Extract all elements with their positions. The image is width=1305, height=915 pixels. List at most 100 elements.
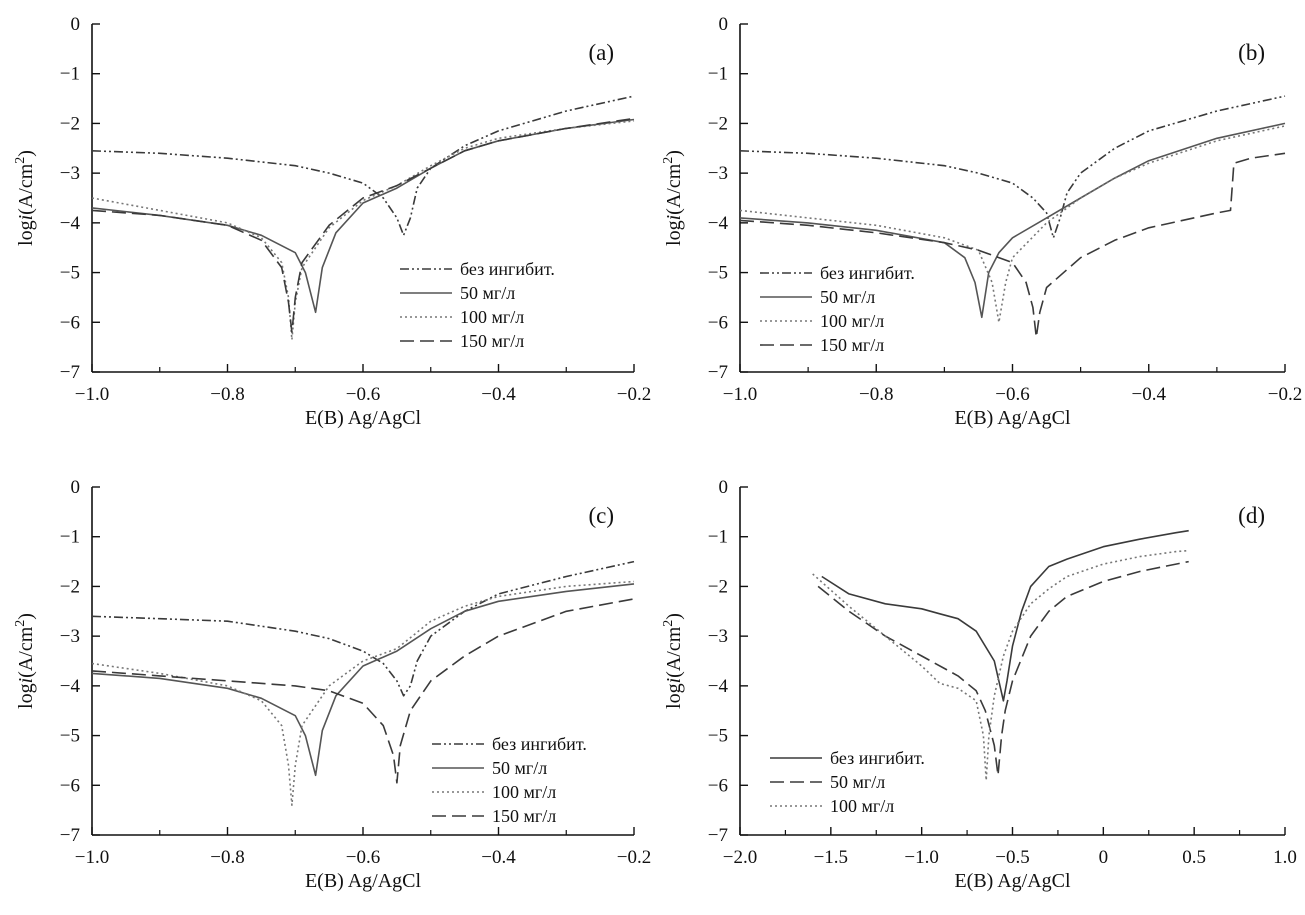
y-axis-title: logi(A/cm2) bbox=[661, 150, 685, 246]
series-line-3 bbox=[739, 152, 1286, 338]
legend-label-1: 50 мг/л bbox=[460, 283, 515, 303]
panel-b: 0 −1 −2 −3 −4 −5 −6 −7−1.0 −0.8 −0.6 −0.4 −0.2 E(B) … bbox=[661, 14, 1302, 429]
legend-label-1: 50 мг/л bbox=[492, 758, 547, 778]
series-line-1 bbox=[91, 118, 635, 314]
y-tick-label: 0 bbox=[71, 477, 81, 498]
x-tick-label: −0.6 bbox=[346, 847, 380, 868]
panel-a: 0 −1 −2 −3 −4 −5 −6 −7−1.0 −0.8 −0.6 −0.4 −0.2 E(B) … bbox=[13, 14, 651, 429]
y-tick-label: −2 bbox=[60, 576, 80, 597]
y-tick-label: −5 bbox=[60, 263, 80, 284]
y-tick-label: −1 bbox=[60, 527, 80, 548]
panel-label: (b) bbox=[1238, 40, 1265, 65]
x-tick-label: −1.0 bbox=[75, 384, 109, 405]
legend-label-0: без ингибит. bbox=[492, 734, 587, 754]
x-tick-label: −0.8 bbox=[859, 384, 893, 405]
series-line-2 bbox=[812, 549, 1189, 782]
x-tick-label: −0.8 bbox=[210, 384, 244, 405]
y-tick-label: −4 bbox=[60, 213, 81, 234]
y-axis-title: logi(A/cm2) bbox=[13, 150, 37, 246]
y-tick-label: −6 bbox=[708, 312, 728, 333]
x-tick-label: 1.0 bbox=[1273, 847, 1297, 868]
panel-label: (c) bbox=[588, 503, 614, 528]
y-tick-label: −5 bbox=[60, 726, 80, 747]
series-line-1 bbox=[817, 560, 1189, 777]
series-line-3 bbox=[91, 598, 635, 784]
x-tick-label: −0.4 bbox=[481, 847, 516, 868]
legend-label-3: 150 мг/л bbox=[492, 806, 556, 826]
x-tick-label: −0.2 bbox=[617, 384, 651, 405]
y-tick-label: −7 bbox=[708, 362, 728, 383]
y-tick-label: −2 bbox=[708, 576, 728, 597]
legend-label-3: 150 мг/л bbox=[460, 331, 524, 351]
y-tick-label: 0 bbox=[71, 14, 81, 35]
series-line-0 bbox=[91, 95, 635, 237]
x-tick-label: −0.2 bbox=[1268, 384, 1302, 405]
y-tick-label: −3 bbox=[60, 163, 80, 184]
legend-label-0: без ингибит. bbox=[830, 748, 925, 768]
y-tick-label: −4 bbox=[60, 676, 81, 697]
x-tick-label: −0.5 bbox=[995, 847, 1029, 868]
series-line-0 bbox=[91, 560, 635, 697]
x-axis-title: E(B) Ag/AgCl bbox=[305, 407, 422, 429]
series-line-0 bbox=[739, 95, 1286, 239]
legend-label-2: 100 мг/л bbox=[820, 311, 884, 331]
y-tick-label: −7 bbox=[60, 362, 80, 383]
series-line-3 bbox=[91, 117, 635, 333]
y-tick-label: −1 bbox=[708, 527, 728, 548]
series-line-0 bbox=[821, 529, 1189, 702]
series-line-2 bbox=[91, 580, 635, 806]
y-tick-label: −5 bbox=[708, 726, 728, 747]
series-line-2 bbox=[91, 120, 635, 341]
panel-label: (a) bbox=[588, 40, 614, 65]
x-axis-title: E(B) Ag/AgCl bbox=[954, 407, 1071, 429]
x-tick-label: −0.6 bbox=[346, 384, 380, 405]
x-tick-label: 0.5 bbox=[1182, 847, 1206, 868]
legend-label-2: 100 мг/л bbox=[460, 307, 524, 327]
y-tick-label: 0 bbox=[719, 477, 729, 498]
y-tick-label: −3 bbox=[708, 626, 728, 647]
x-tick-label: −0.2 bbox=[617, 847, 651, 868]
legend-label-1: 50 мг/л bbox=[830, 772, 885, 792]
legend-label-1: 50 мг/л bbox=[820, 287, 875, 307]
series-line-1 bbox=[739, 122, 1286, 319]
x-axis-title: E(B) Ag/AgCl bbox=[305, 870, 422, 892]
series-line-2 bbox=[739, 125, 1286, 324]
y-tick-label: 0 bbox=[719, 14, 729, 35]
y-tick-label: −2 bbox=[60, 113, 80, 134]
legend-label-0: без ингибит. bbox=[820, 263, 915, 283]
panel-c: 0 −1 −2 −3 −4 −5 −6 −7−1.0 −0.8 −0.6 −0.4 −0.2 E(B) … bbox=[13, 477, 651, 892]
x-tick-label: −1.0 bbox=[75, 847, 109, 868]
x-tick-label: −0.4 bbox=[481, 384, 516, 405]
y-tick-label: −3 bbox=[708, 163, 728, 184]
panel-d: 0 −1 −2 −3 −4 −5 −6 −7−2.0 −1.5 −1.0 −0.5 0 0.5 1.0 E(… bbox=[661, 477, 1297, 892]
x-tick-label: −1.0 bbox=[723, 384, 757, 405]
panel-label: (d) bbox=[1238, 503, 1265, 528]
y-tick-label: −4 bbox=[708, 213, 729, 234]
legend-label-2: 100 мг/л bbox=[830, 796, 894, 816]
x-tick-label: −2.0 bbox=[723, 847, 757, 868]
x-tick-label: −0.6 bbox=[995, 384, 1029, 405]
x-tick-label: 0 bbox=[1099, 847, 1109, 868]
legend-label-3: 150 мг/л bbox=[820, 335, 884, 355]
x-tick-label: −0.4 bbox=[1132, 384, 1167, 405]
y-tick-label: −1 bbox=[708, 64, 728, 85]
y-tick-label: −6 bbox=[60, 775, 80, 796]
y-tick-label: −6 bbox=[708, 775, 728, 796]
y-axis-title: logi(A/cm2) bbox=[661, 613, 685, 709]
y-tick-label: −5 bbox=[708, 263, 728, 284]
y-tick-label: −3 bbox=[60, 626, 80, 647]
y-tick-label: −7 bbox=[708, 825, 728, 846]
y-tick-label: −6 bbox=[60, 312, 80, 333]
y-axis-title: logi(A/cm2) bbox=[13, 613, 37, 709]
legend-label-0: без ингибит. bbox=[460, 259, 555, 279]
y-tick-label: −1 bbox=[60, 64, 80, 85]
y-tick-label: −7 bbox=[60, 825, 80, 846]
legend-label-2: 100 мг/л bbox=[492, 782, 556, 802]
x-axis-title: E(B) Ag/AgCl bbox=[954, 870, 1071, 892]
x-tick-label: −1.5 bbox=[814, 847, 848, 868]
y-tick-label: −4 bbox=[708, 676, 729, 697]
x-tick-label: −0.8 bbox=[210, 847, 244, 868]
x-tick-label: −1.0 bbox=[904, 847, 938, 868]
y-tick-label: −2 bbox=[708, 113, 728, 134]
